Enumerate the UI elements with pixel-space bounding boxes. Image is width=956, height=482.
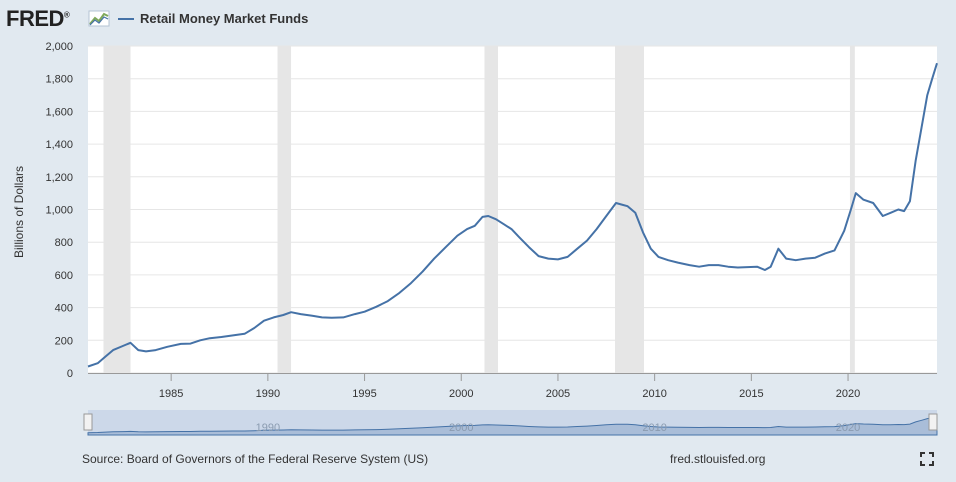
- y-tick-label: 800: [55, 237, 73, 249]
- y-axis-label: Billions of Dollars: [12, 166, 26, 258]
- line-chart: 0 200 400 600 800 1,000 1,200 1,400 1,600 1,800 2,…: [12, 41, 938, 436]
- x-tick-label: 1995: [352, 388, 376, 400]
- y-tick-label: 400: [55, 303, 73, 315]
- y-tick-label: 600: [55, 270, 73, 282]
- y-tick-label: 1,000: [45, 205, 73, 217]
- fred-logo[interactable]: FRED®: [6, 6, 70, 32]
- x-tick-label: 2015: [739, 388, 763, 400]
- y-tick-label: 200: [55, 335, 73, 347]
- series-line-retail-money-market-funds: [87, 62, 938, 368]
- x-tick-label: 1990: [256, 388, 280, 400]
- y-tick-label: 0: [67, 368, 73, 380]
- navigator-tick-label: 1990: [256, 422, 280, 434]
- navigator-tick-label: 2010: [642, 422, 666, 434]
- x-tick-label: 1985: [159, 388, 183, 400]
- x-tick-label: 2000: [449, 388, 473, 400]
- x-tick-label: 2020: [836, 388, 860, 400]
- y-tick-label: 1,200: [45, 172, 73, 184]
- legend-label: Retail Money Market Funds: [140, 11, 309, 26]
- navigator-area: [87, 416, 938, 436]
- x-tick-label: 2005: [546, 388, 570, 400]
- fred-url-link[interactable]: fred.stlouisfed.org: [670, 452, 766, 466]
- y-tick-label: 2,000: [45, 41, 73, 53]
- navigator-tick-label: 2020: [836, 422, 860, 434]
- y-axis-ticks: 0 200 400 600 800 1,000 1,200 1,400 1,600 1,800 2,…: [45, 41, 73, 380]
- registered-mark: ®: [63, 10, 70, 20]
- navigator-tick-label: 2000: [449, 422, 473, 434]
- legend-swatch: [118, 17, 134, 20]
- y-tick-label: 1,800: [45, 74, 73, 86]
- navigator-ticks: 1990 2000 2010 2020: [256, 422, 861, 434]
- source-note: Source: Board of Governors of the Federa…: [82, 452, 429, 466]
- navigator-right-handle[interactable]: [928, 413, 938, 431]
- y-tick-label: 1,400: [45, 139, 73, 151]
- chart-trend-icon: [88, 10, 110, 27]
- x-tick-label: 2010: [642, 388, 666, 400]
- navigator-left-handle[interactable]: [83, 413, 93, 431]
- logo-text: FRED: [6, 6, 64, 31]
- range-navigator[interactable]: 1990 2000 2010 2020: [83, 410, 938, 436]
- fullscreen-icon[interactable]: [920, 452, 934, 466]
- y-tick-label: 1,600: [45, 106, 73, 118]
- series-legend[interactable]: Retail Money Market Funds: [118, 11, 308, 26]
- x-axis-ticks: 1985 1990 1995 2000 2005 2010 2015 2020: [88, 373, 937, 400]
